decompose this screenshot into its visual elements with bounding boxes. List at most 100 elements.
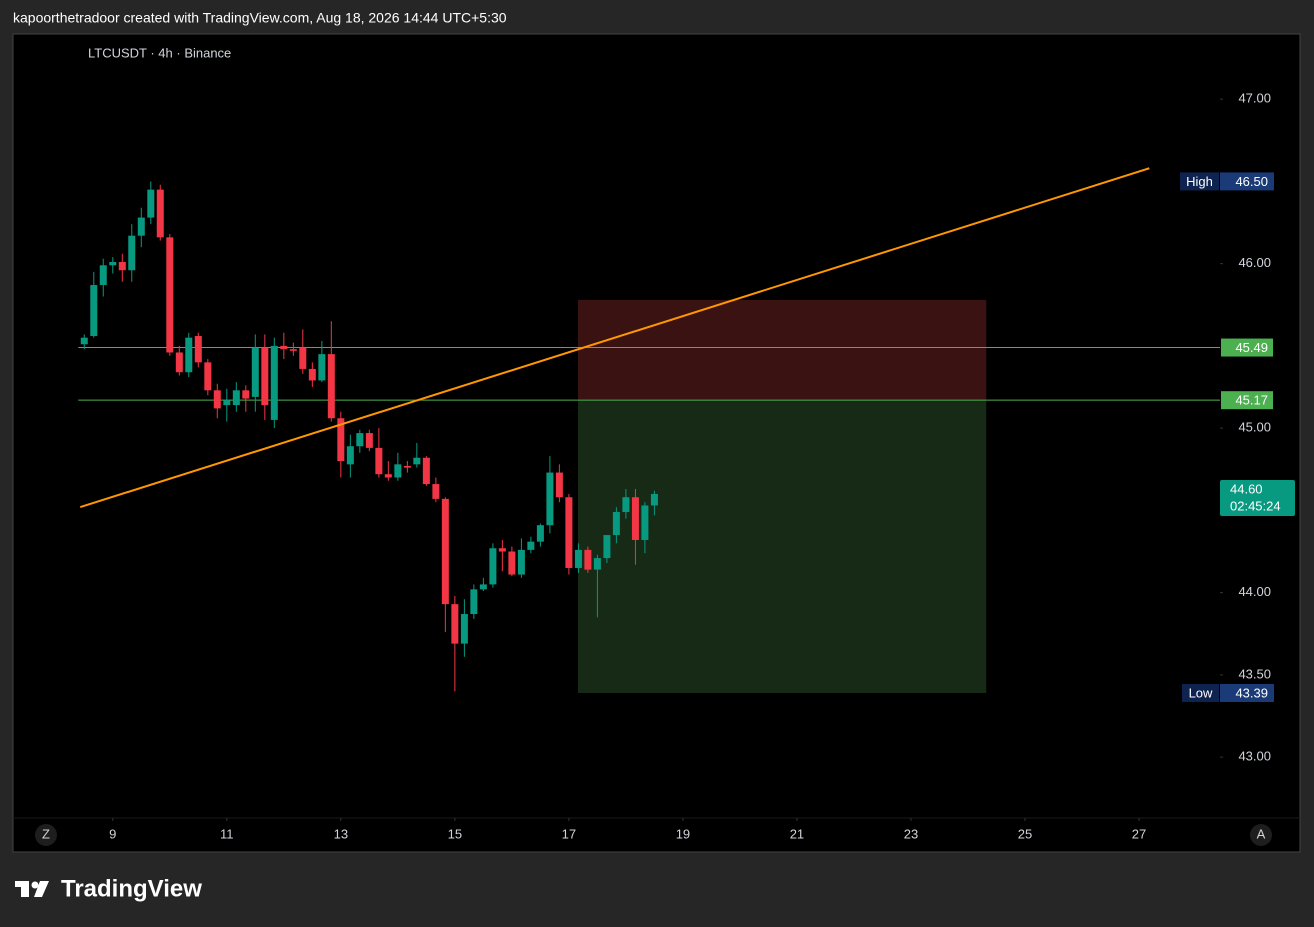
y-tick-label: 43.00 [1238, 749, 1271, 764]
candle-body [99, 265, 107, 286]
candle-body [555, 472, 563, 498]
y-tick-label: 45.00 [1238, 420, 1271, 435]
trendline [79, 167, 1150, 509]
candle-body [479, 584, 487, 590]
y-tick-label: 43.50 [1238, 666, 1271, 681]
last-price: 44.60 [1230, 481, 1263, 496]
logo-icon [15, 881, 49, 897]
candle-body [156, 189, 164, 238]
candle-body [299, 347, 307, 369]
candle-body [451, 604, 459, 644]
candle-body [546, 472, 554, 526]
candle-body [650, 493, 658, 506]
candle-body [574, 549, 582, 568]
x-tick-label: 15 [448, 826, 462, 841]
y-tick-label: 46.00 [1238, 255, 1271, 270]
button[interactable] [35, 824, 57, 846]
candle-body [432, 484, 440, 499]
marker-name-box [1180, 172, 1219, 191]
logo-part [21, 881, 29, 897]
x-tick-label: 9 [109, 826, 116, 841]
button[interactable] [1250, 824, 1272, 846]
candle-body [631, 497, 639, 541]
price-label-box [1221, 391, 1273, 410]
candle-body [137, 217, 145, 236]
marker-value: 46.50 [1235, 174, 1268, 189]
candle-body [584, 549, 592, 570]
price-label: 45.49 [1235, 340, 1268, 355]
target-zone [578, 400, 987, 693]
marker-value: 43.39 [1235, 685, 1268, 700]
candle-body [166, 237, 174, 353]
button-label[interactable]: Z [42, 826, 50, 841]
marker-name: Low [1189, 685, 1213, 700]
x-tick-label: 25 [1018, 826, 1032, 841]
candle-body [337, 418, 345, 462]
candle-body [641, 505, 649, 541]
header-caption: kapoorthetradoor created with TradingVie… [13, 10, 507, 26]
candle-body [470, 589, 478, 615]
x-tick-label: 21 [790, 826, 804, 841]
x-tick-label: 23 [904, 826, 918, 841]
candle-body [118, 262, 126, 271]
logo-part [34, 881, 49, 897]
price-label-box [1221, 338, 1273, 357]
countdown: 02:45:24 [1230, 498, 1281, 513]
marker-name: High [1186, 174, 1213, 189]
marker-name-box [1182, 683, 1219, 702]
candle-body [213, 390, 221, 409]
logo-text: TradingView [61, 875, 202, 902]
candle-body [175, 352, 183, 373]
x-tick-label: 17 [562, 826, 576, 841]
candle-body [384, 474, 392, 478]
y-tick-label: 44.00 [1238, 584, 1271, 599]
candle-body [612, 512, 620, 536]
stop-zone [578, 299, 987, 401]
candle-body [603, 535, 611, 559]
candle-body [90, 285, 98, 337]
candle-body [403, 465, 411, 468]
candle-body [365, 433, 373, 448]
candle-body [517, 549, 525, 575]
candle-body [242, 390, 250, 399]
candle-body [508, 551, 516, 575]
candle-body [327, 354, 335, 419]
x-tick-label: 27 [1132, 826, 1146, 841]
marker-value-box [1220, 172, 1274, 191]
candle-body [289, 349, 297, 351]
candle-body [308, 368, 316, 381]
candle-body [109, 262, 117, 266]
candle-body [204, 362, 212, 391]
candle-body [593, 558, 601, 570]
candle-body [536, 525, 544, 542]
last-price-box [1220, 479, 1295, 516]
y-tick-label: 47.00 [1238, 91, 1271, 106]
candle-body [261, 347, 269, 406]
price-label: 45.17 [1235, 393, 1268, 408]
symbol-title: LTCUSDT · 4h · Binance [88, 45, 231, 60]
candle-body [232, 390, 240, 406]
candle-body [441, 498, 449, 605]
candle-body [375, 447, 383, 475]
candle-body [622, 497, 630, 513]
candle-body [413, 457, 421, 465]
candle-body [128, 235, 136, 271]
x-tick-label: 19 [676, 826, 690, 841]
marker-value-box [1220, 683, 1274, 702]
candle-body [498, 548, 506, 552]
candle-body [394, 464, 402, 478]
x-tick-label: 13 [334, 826, 348, 841]
button-label[interactable]: A [1257, 826, 1266, 841]
candle-body [565, 497, 573, 568]
candle-body [346, 446, 354, 465]
candle-body [318, 354, 326, 381]
candle-body [280, 345, 288, 350]
candle-body [489, 548, 497, 585]
candle-body [147, 189, 155, 218]
logo-part [31, 881, 39, 889]
candle-body [270, 345, 278, 420]
x-tick-label: 11 [220, 826, 234, 841]
candle-body [80, 337, 88, 345]
candle-body [223, 400, 231, 406]
